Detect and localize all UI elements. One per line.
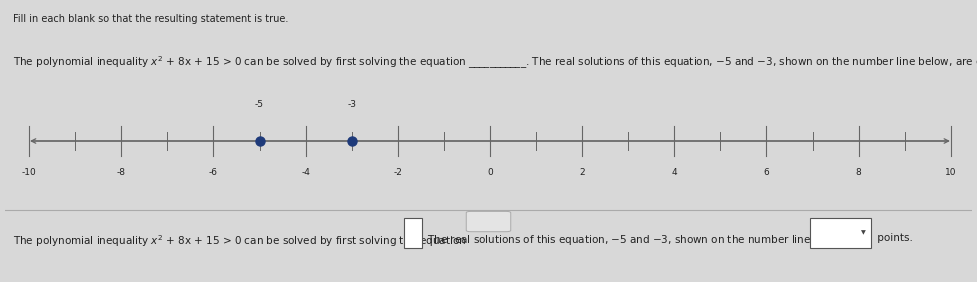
Text: -5: -5 [255,100,264,109]
Text: ▼: ▼ [862,231,867,235]
Text: The real solutions of this equation, $-$5 and $-$3, shown on the number line, ar: The real solutions of this equation, $-$… [424,233,870,247]
Text: -4: -4 [301,168,310,177]
Text: -10: -10 [21,168,36,177]
Text: points.: points. [874,233,913,243]
Text: ☰: ☰ [485,217,492,226]
Text: -2: -2 [394,168,403,177]
Text: -6: -6 [209,168,218,177]
Text: The polynomial inequality $x^2$ + 8x + 15 > 0 can be solved by first solving the: The polynomial inequality $x^2$ + 8x + 1… [13,54,977,71]
Text: 8: 8 [856,168,862,177]
FancyBboxPatch shape [404,218,422,248]
Text: 2: 2 [579,168,585,177]
Text: -3: -3 [347,100,357,109]
Text: 6: 6 [764,168,769,177]
Text: The polynomial inequality $x^2$ + 8x + 15 > 0 can be solved by first solving the: The polynomial inequality $x^2$ + 8x + 1… [13,233,467,249]
Text: Fill in each blank so that the resulting statement is true.: Fill in each blank so that the resulting… [13,14,288,24]
Text: 0: 0 [488,168,492,177]
Text: 4: 4 [671,168,677,177]
FancyBboxPatch shape [466,212,511,232]
Text: 10: 10 [945,168,956,177]
Text: -8: -8 [116,168,126,177]
FancyBboxPatch shape [810,218,871,248]
